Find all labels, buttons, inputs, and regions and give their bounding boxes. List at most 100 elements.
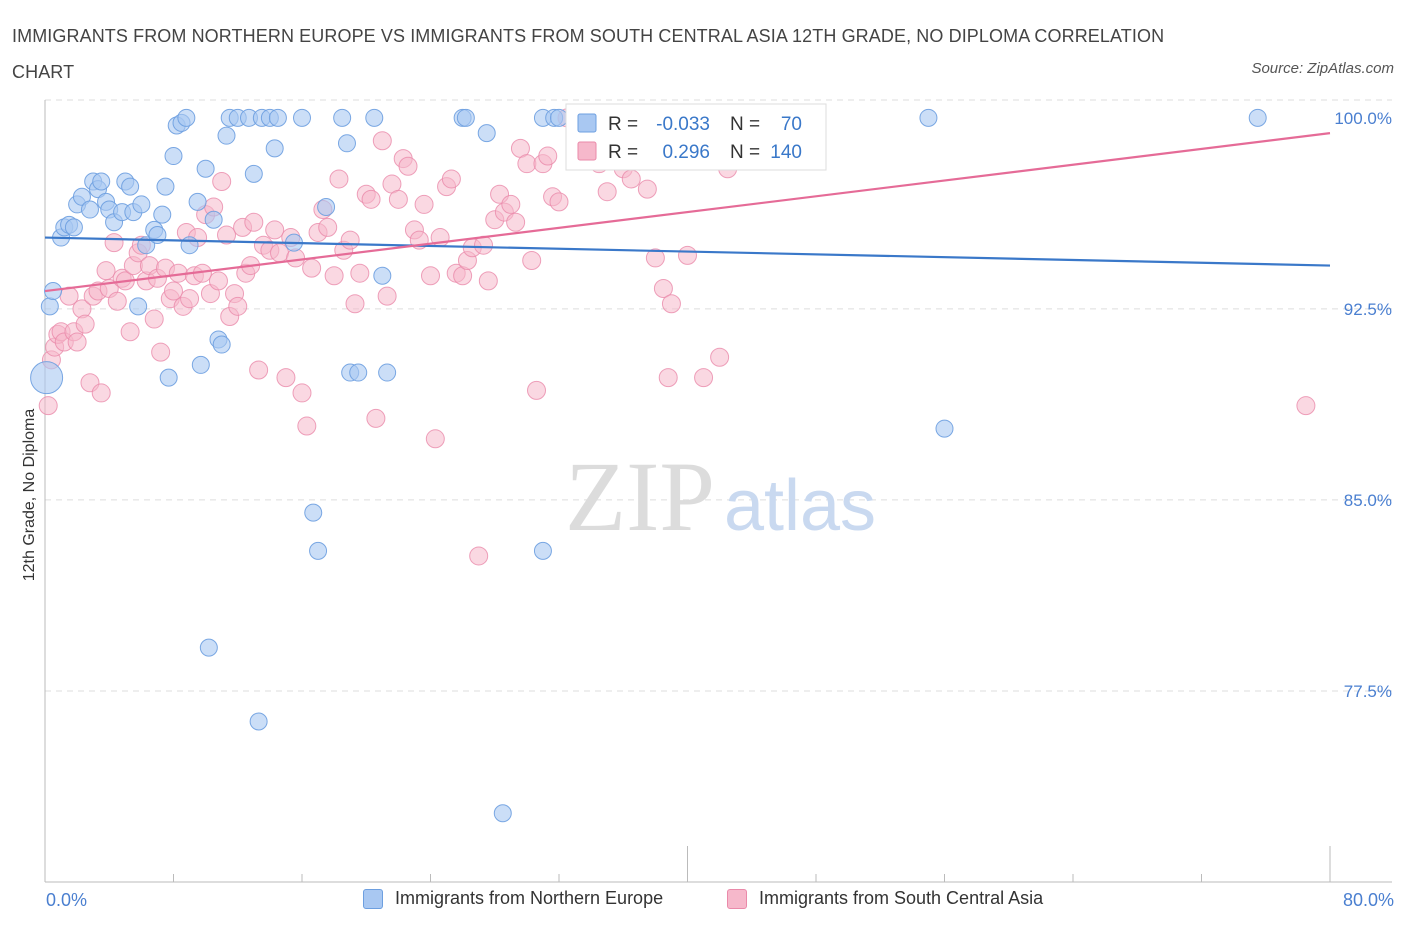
y-tick-label: 77.5% <box>1344 682 1392 701</box>
data-point-northern-europe <box>177 108 196 127</box>
watermark-atlas: atlas <box>724 466 876 546</box>
series-legend: Immigrants from Northern Europe Immigran… <box>0 888 1406 916</box>
data-point-south-central-asia <box>538 146 558 166</box>
x-tick-label-min: 0.0% <box>46 890 88 910</box>
data-point-south-central-asia <box>270 243 290 263</box>
data-point-northern-europe <box>153 205 172 224</box>
data-point-northern-europe <box>477 124 496 143</box>
data-point-northern-europe <box>919 108 938 127</box>
data-point-south-central-asia <box>144 309 164 329</box>
correlation-legend: R = -0.033 N = 70 R = 0.296 N = 140 <box>565 103 827 171</box>
data-point-south-central-asia <box>388 189 408 209</box>
data-point-northern-europe <box>378 363 397 382</box>
data-point-northern-europe <box>309 541 328 560</box>
data-point-northern-europe <box>129 297 148 316</box>
data-point-south-central-asia <box>549 192 569 212</box>
data-point-south-central-asia <box>398 156 418 176</box>
legend-item-northern-europe: Immigrants from Northern Europe <box>363 888 663 909</box>
data-point-south-central-asia <box>38 396 58 416</box>
data-point-northern-europe <box>92 172 111 191</box>
data-point-northern-europe <box>337 134 356 153</box>
data-point-south-central-asia <box>120 322 140 342</box>
series-northern-europe <box>30 108 1267 823</box>
data-point-south-central-asia <box>164 281 183 301</box>
data-point-south-central-asia <box>501 194 521 214</box>
chart-title: IMMIGRANTS FROM NORTHERN EUROPE VS IMMIG… <box>12 26 1165 82</box>
data-point-south-central-asia <box>217 225 237 245</box>
data-point-northern-europe <box>30 361 64 395</box>
data-point-northern-europe <box>188 192 207 211</box>
trend-line-south-central-asia <box>44 132 1331 293</box>
watermark: ZIP atlas <box>565 441 876 552</box>
data-point-northern-europe <box>935 419 954 438</box>
data-point-south-central-asia <box>244 212 264 232</box>
data-point-south-central-asia <box>678 245 697 265</box>
data-point-northern-europe <box>304 503 323 522</box>
data-point-south-central-asia <box>345 294 365 314</box>
data-point-south-central-asia <box>506 212 526 232</box>
data-point-northern-europe <box>244 164 263 183</box>
data-point-south-central-asia <box>276 368 296 388</box>
data-point-south-central-asia <box>522 250 542 270</box>
data-point-south-central-asia <box>151 342 171 362</box>
legend-swatch-south-central-asia <box>727 888 747 909</box>
data-point-northern-europe <box>493 804 512 823</box>
data-point-northern-europe <box>365 108 384 127</box>
legend-r-value-blue: -0.033 <box>656 114 710 135</box>
data-point-south-central-asia <box>340 230 360 250</box>
data-point-northern-europe <box>132 195 151 214</box>
y-tick-label: 85.0% <box>1344 491 1392 510</box>
data-point-northern-europe <box>204 210 223 229</box>
data-point-south-central-asia <box>297 416 317 436</box>
legend-item-south-central-asia: Immigrants from South Central Asia <box>727 888 1043 909</box>
data-point-northern-europe <box>217 126 236 145</box>
data-point-south-central-asia <box>249 360 269 380</box>
data-point-northern-europe <box>265 139 284 158</box>
data-point-south-central-asia <box>621 169 641 189</box>
data-point-south-central-asia <box>104 233 124 253</box>
grid-lines <box>45 99 1392 692</box>
watermark-zip: ZIP <box>565 441 715 552</box>
data-point-south-central-asia <box>91 383 111 403</box>
data-point-northern-europe <box>317 197 336 216</box>
data-point-northern-europe <box>164 147 183 166</box>
data-point-south-central-asia <box>286 248 306 268</box>
data-point-south-central-asia <box>208 271 228 291</box>
data-point-northern-europe <box>533 541 552 560</box>
data-point-south-central-asia <box>329 169 349 189</box>
data-point-south-central-asia <box>212 172 232 192</box>
legend-n-value-pink: 140 <box>770 142 802 163</box>
data-point-northern-europe <box>293 108 311 127</box>
trend-line-northern-europe <box>44 236 1331 267</box>
y-tick-label: 100.0% <box>1334 109 1392 128</box>
data-point-south-central-asia <box>661 294 681 314</box>
data-point-south-central-asia <box>377 286 397 306</box>
y-tick-label: 92.5% <box>1344 300 1392 319</box>
data-point-northern-europe <box>550 108 568 127</box>
data-point-south-central-asia <box>372 131 392 151</box>
legend-n-value-blue: 70 <box>781 114 802 135</box>
legend-label-northern-europe: Immigrants from Northern Europe <box>395 888 664 908</box>
data-point-south-central-asia <box>96 261 116 281</box>
data-point-northern-europe <box>64 218 83 237</box>
data-point-south-central-asia <box>653 278 673 298</box>
legend-r-label-blue: R = <box>608 114 638 135</box>
data-point-south-central-asia <box>318 217 338 237</box>
data-point-northern-europe <box>196 159 215 178</box>
data-point-south-central-asia <box>350 263 370 283</box>
data-point-south-central-asia <box>180 289 200 309</box>
data-point-south-central-asia <box>67 332 87 352</box>
legend-r-value-pink: 0.296 <box>662 142 710 163</box>
data-point-south-central-asia <box>366 408 386 428</box>
data-point-south-central-asia <box>478 271 498 291</box>
data-point-south-central-asia <box>302 258 322 278</box>
data-point-northern-europe <box>456 108 475 127</box>
data-point-south-central-asia <box>292 383 312 403</box>
data-point-northern-europe <box>349 363 368 382</box>
data-point-south-central-asia <box>469 546 489 566</box>
data-point-south-central-asia <box>637 179 657 199</box>
axes <box>44 100 1392 883</box>
data-point-south-central-asia <box>324 266 344 286</box>
data-point-northern-europe <box>180 236 199 255</box>
